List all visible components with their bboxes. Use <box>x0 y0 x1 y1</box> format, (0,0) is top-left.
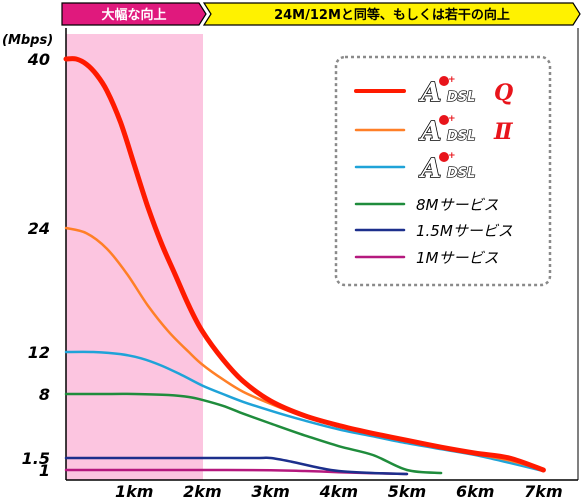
legend-logo-plus-badge-0 <box>439 76 449 86</box>
band-header-1 <box>202 2 581 26</box>
legend-logo-plus-2: + <box>448 151 456 161</box>
x-tick-label-5: 6km <box>456 482 494 499</box>
y-tick-label-0: 40 <box>27 50 50 69</box>
legend-logo-plus-0: + <box>448 75 456 85</box>
x-tick-label-2: 3km <box>251 482 289 499</box>
legend-logo-suffix-1: Ⅱ <box>493 119 514 145</box>
band-header-label-1: 24M/12Mと同等、もしくは若干の向上 <box>274 7 510 23</box>
legend-label-4: 1.5Mサービス <box>416 222 513 240</box>
legend-logo-0: A + DSL Q <box>417 75 513 109</box>
y-tick-label-4: 1.5 <box>22 449 50 468</box>
series-line-4 <box>64 456 409 476</box>
band-header-label-0: 大幅な向上 <box>101 7 166 23</box>
legend-box <box>334 55 552 287</box>
legend-logo-plus-1: + <box>448 114 456 124</box>
legend-logo-plus-badge-1 <box>439 115 449 125</box>
x-tick-label-6: 7km <box>524 482 562 499</box>
series-line-0 <box>63 56 546 473</box>
band-header-0 <box>61 2 207 26</box>
legend-logo-a-2: A <box>418 154 441 184</box>
y-tick-label-3: 8 <box>39 385 50 404</box>
series-layer <box>63 56 546 476</box>
legend-logo-a-1: A <box>418 117 441 147</box>
series-line-3 <box>64 392 443 475</box>
y-tick-label-1: 24 <box>28 219 50 238</box>
bands-layer: 大幅な向上 24M/12Mと同等、もしくは若干の向上 <box>61 2 581 480</box>
x-tick-label-0: 1km <box>115 482 153 499</box>
legend-logo-1: A + DSL Ⅱ <box>417 114 514 148</box>
legend-logo-dsl-1: DSL <box>447 129 475 144</box>
y-axis-unit-label: (Mbps) <box>2 33 53 48</box>
legend-logo-2: A + DSL <box>417 151 476 185</box>
legend-label-3: 8Mサービス <box>416 196 499 214</box>
legend-logo-plus-badge-2 <box>439 152 449 162</box>
legend-logo-a-0: A <box>418 78 441 108</box>
legend: A + DSL Q A + DSL Ⅱ A + DSL 8Mサービス 1.5Mサービス 1Mサービス <box>334 55 552 287</box>
y-tick-label-5: 1 <box>39 461 50 480</box>
x-tick-label-4: 5km <box>388 482 426 499</box>
legend-logo-dsl-0: DSL <box>447 90 475 105</box>
band-shade-0 <box>66 34 203 480</box>
x-tick-label-1: 2km <box>183 482 221 499</box>
x-tick-label-3: 4km <box>319 482 358 499</box>
ticks-layer: 40 24 12 8 1.51 1km 2km 3km 4km 5km 6km 7km <box>22 50 563 499</box>
y-tick-label-2: 12 <box>28 343 50 362</box>
legend-logo-suffix-0: Q <box>494 80 513 106</box>
axes-layer: (Mbps) <box>2 28 579 481</box>
legend-logo-dsl-2: DSL <box>447 166 475 181</box>
legend-label-5: 1Mサービス <box>416 249 499 267</box>
